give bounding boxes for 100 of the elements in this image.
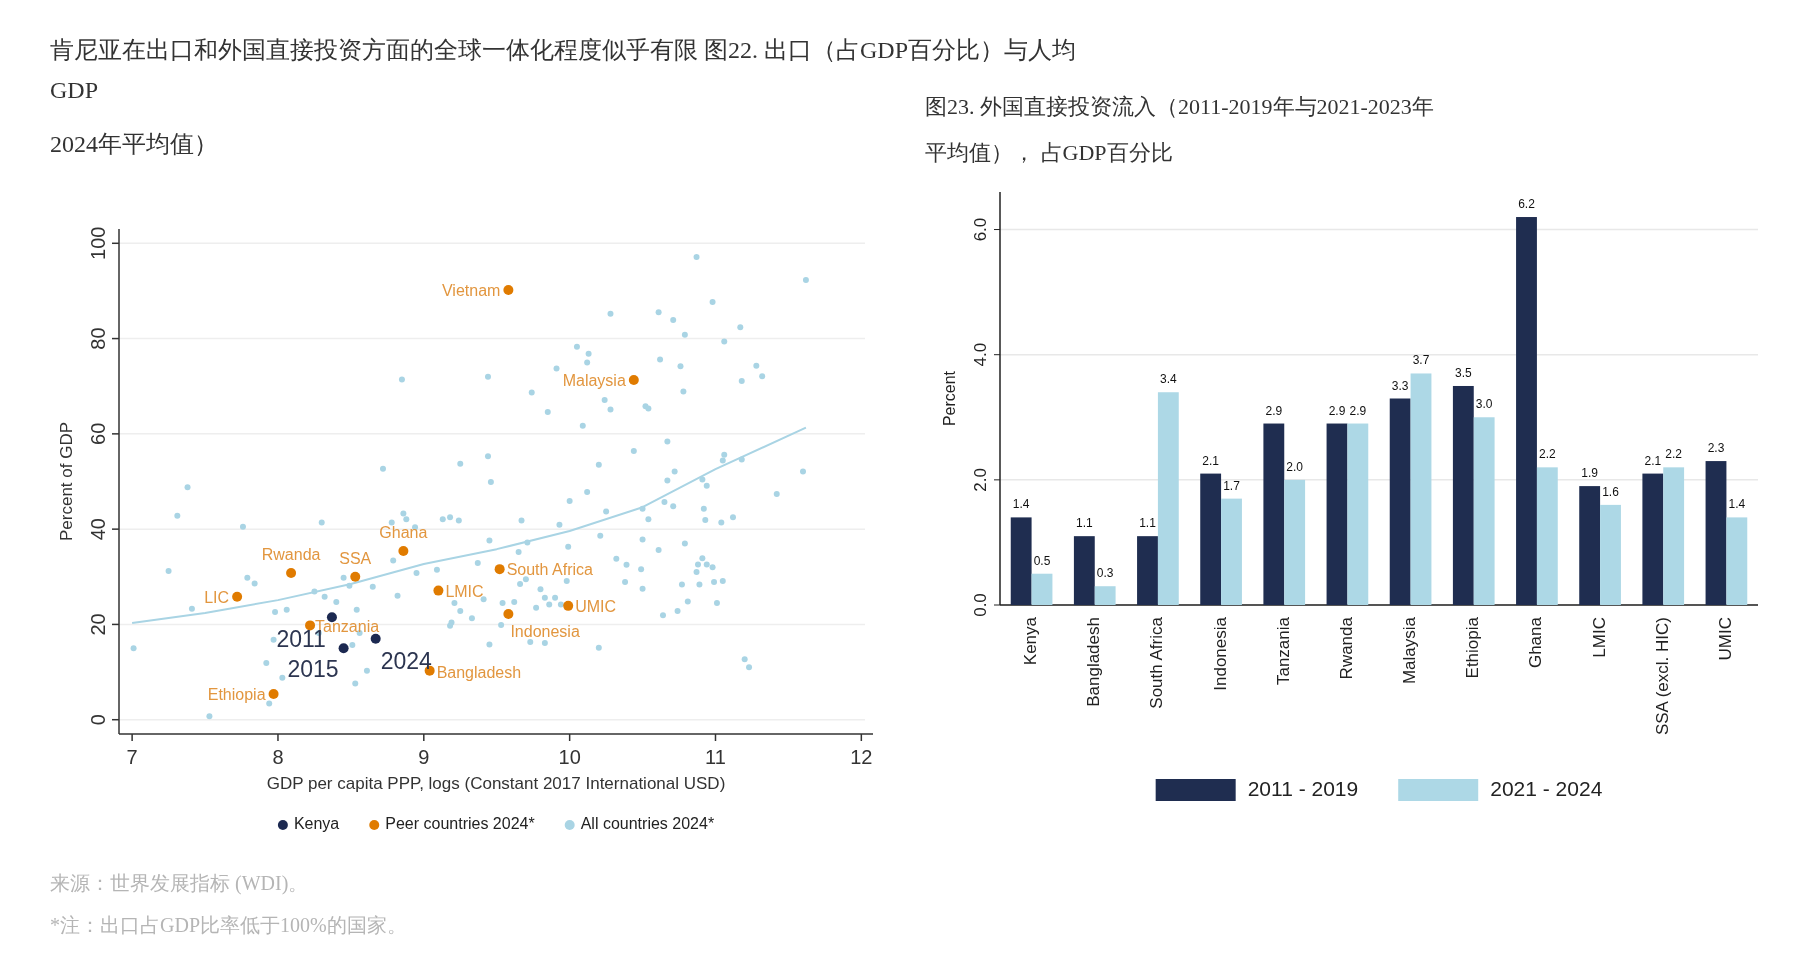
point xyxy=(268,688,279,699)
bar xyxy=(1284,479,1306,605)
x-tick-label: Ghana xyxy=(1526,616,1546,669)
bar xyxy=(1137,536,1158,605)
data-label: Ghana xyxy=(379,524,428,542)
y-tick-label: 0 xyxy=(87,714,109,726)
bar xyxy=(1094,586,1116,605)
x-axis-title: GDP per capita PPP, logs (Constant 2017 International USD) xyxy=(266,774,726,793)
annotation: 2024 xyxy=(380,647,433,674)
data-label: 1.6 xyxy=(1602,484,1620,499)
x-tick-label: 9 xyxy=(418,746,430,768)
x-tick-label: Bangladesh xyxy=(1084,617,1104,707)
bar xyxy=(1010,517,1032,605)
bar xyxy=(1536,467,1558,605)
bar xyxy=(1073,536,1095,605)
data-label: 2.2 xyxy=(1539,447,1556,462)
data-label: SSA xyxy=(339,549,372,567)
x-tick-label: 7 xyxy=(126,746,138,768)
y-tick-label: 40 xyxy=(87,518,109,541)
data-label: 3.7 xyxy=(1412,353,1430,368)
data-label: South Africa xyxy=(506,561,594,579)
x-tick-label: LMIC xyxy=(1589,617,1609,658)
data-label: 0.5 xyxy=(1033,553,1051,568)
text: *注：出口占GDP比率低于100%的国家。 xyxy=(50,913,407,938)
x-tick-label: Kenya xyxy=(1021,616,1041,666)
bar xyxy=(1326,423,1348,605)
data-label: 1.7 xyxy=(1223,478,1241,493)
x-tick-label: Rwanda xyxy=(1336,616,1356,680)
point xyxy=(503,284,514,295)
point xyxy=(232,591,243,602)
bar xyxy=(1600,504,1621,605)
bar xyxy=(1452,385,1474,605)
point xyxy=(563,600,574,611)
point xyxy=(286,567,297,578)
chart-subtitle: 2024年平均值） xyxy=(50,130,218,159)
data-label: 2.1 xyxy=(1202,453,1220,468)
bar xyxy=(1347,423,1369,605)
data-label: 1.4 xyxy=(1728,497,1746,512)
point xyxy=(350,571,361,582)
bar xyxy=(1221,498,1242,605)
y-tick-label: 100 xyxy=(87,226,109,260)
data-label: 2.9 xyxy=(1328,403,1346,418)
x-tick-label: 10 xyxy=(558,746,581,768)
data-label: LMIC xyxy=(445,582,484,600)
x-tick-label: Ethiopia xyxy=(1463,616,1483,679)
data-label: 3.4 xyxy=(1160,372,1177,387)
x-tick-label: SSA (excl. HIC) xyxy=(1652,617,1672,736)
legend-label: All countries 2024* xyxy=(580,815,715,833)
y-tick-label: 2.0 xyxy=(971,468,990,492)
data-label: 1.9 xyxy=(1581,466,1599,481)
bar xyxy=(1705,461,1727,605)
point xyxy=(433,585,444,596)
bar xyxy=(1157,392,1179,605)
bar xyxy=(1263,423,1285,605)
data-label: 2.1 xyxy=(1644,453,1662,468)
y-tick-label: 80 xyxy=(87,327,109,350)
data-label: Malaysia xyxy=(562,372,626,390)
bar xyxy=(1726,517,1748,605)
x-tick-label: Indonesia xyxy=(1210,616,1230,691)
data-label: 3.5 xyxy=(1454,365,1472,380)
x-tick-label: Tanzania xyxy=(1273,616,1293,686)
point xyxy=(370,633,381,644)
data-label: 3.3 xyxy=(1391,378,1409,393)
data-label: LIC xyxy=(204,588,230,606)
x-tick-label: Malaysia xyxy=(1400,616,1420,685)
bar xyxy=(1579,486,1601,605)
y-tick-label: 60 xyxy=(87,422,109,445)
y-tick-label: 0.0 xyxy=(971,593,990,617)
y-tick-label: 4.0 xyxy=(971,342,990,367)
point xyxy=(398,546,409,557)
data-label: 3.0 xyxy=(1475,397,1493,412)
y-axis-title: Percent of GDP xyxy=(57,421,76,542)
y-axis-title: Percent xyxy=(941,370,958,427)
data-label: 0.3 xyxy=(1096,566,1114,581)
point xyxy=(494,564,505,575)
point xyxy=(338,643,349,654)
source-note: 来源：世界发展指标 (WDI)。 xyxy=(50,871,309,897)
data-label: 2.0 xyxy=(1286,459,1304,474)
bar xyxy=(1642,473,1664,605)
data-label: 6.2 xyxy=(1518,197,1536,212)
bar xyxy=(1473,417,1495,605)
data-label: 2.9 xyxy=(1265,403,1283,418)
x-tick-label: 8 xyxy=(272,746,284,768)
point xyxy=(628,375,639,386)
data-label: Vietnam xyxy=(441,281,501,299)
x-tick-label: 12 xyxy=(850,746,873,768)
bar xyxy=(1200,473,1222,605)
point xyxy=(503,608,514,619)
bar xyxy=(1410,373,1432,605)
bar xyxy=(1031,573,1053,605)
legend-label: Kenya xyxy=(293,815,340,833)
annotation: 2015 xyxy=(287,656,339,683)
data-label: Rwanda xyxy=(261,545,321,563)
x-tick-label: 11 xyxy=(705,746,726,768)
legend-label: Peer countries 2024* xyxy=(385,815,535,833)
legend-label: 2021 - 2024 xyxy=(1490,776,1603,800)
data-label: 1.4 xyxy=(1012,497,1030,512)
data-label: 1.1 xyxy=(1075,516,1093,531)
y-tick-label: 6.0 xyxy=(971,217,990,242)
y-tick-label: 20 xyxy=(87,613,109,636)
